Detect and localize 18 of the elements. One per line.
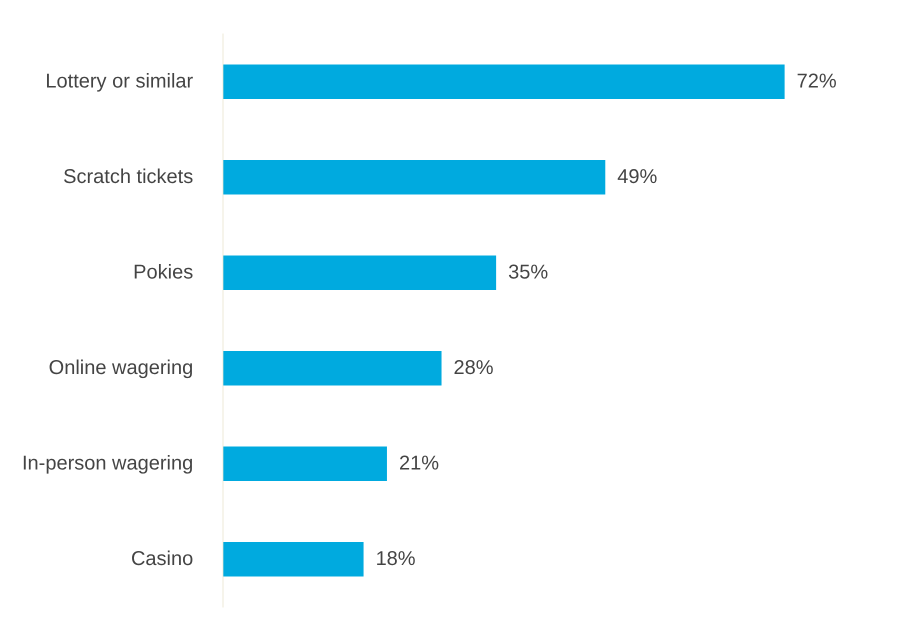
bar bbox=[223, 160, 606, 194]
bar bbox=[223, 351, 442, 386]
bar bbox=[223, 446, 387, 481]
data-label: 18% bbox=[376, 548, 416, 570]
y-tick-label: Scratch tickets bbox=[63, 166, 194, 188]
y-tick-label: Casino bbox=[130, 548, 194, 570]
y-tick-label: Lottery or similar bbox=[45, 70, 194, 92]
y-tick-label: Online wagering bbox=[48, 356, 194, 379]
data-label: 21% bbox=[398, 452, 440, 474]
data-label: 35% bbox=[508, 261, 548, 284]
y-tick-label: Pokies bbox=[133, 261, 194, 284]
data-label: 49% bbox=[617, 166, 658, 188]
y-tick-label: In-person wagering bbox=[22, 452, 194, 474]
data-label: 72% bbox=[796, 70, 837, 92]
data-label: 28% bbox=[454, 356, 494, 379]
bar bbox=[223, 64, 785, 99]
bar bbox=[223, 542, 364, 576]
bar bbox=[223, 256, 496, 290]
